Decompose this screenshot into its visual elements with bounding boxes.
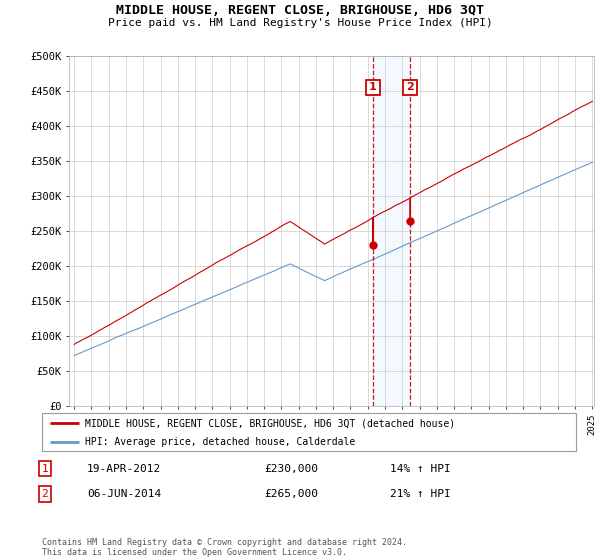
Text: MIDDLE HOUSE, REGENT CLOSE, BRIGHOUSE, HD6 3QT: MIDDLE HOUSE, REGENT CLOSE, BRIGHOUSE, H… bbox=[116, 4, 484, 17]
Text: 2: 2 bbox=[406, 82, 414, 92]
Text: Price paid vs. HM Land Registry's House Price Index (HPI): Price paid vs. HM Land Registry's House … bbox=[107, 18, 493, 28]
Text: 19-APR-2012: 19-APR-2012 bbox=[87, 464, 161, 474]
Text: 1: 1 bbox=[369, 82, 377, 92]
Text: HPI: Average price, detached house, Calderdale: HPI: Average price, detached house, Cald… bbox=[85, 437, 355, 447]
Text: £265,000: £265,000 bbox=[264, 489, 318, 499]
FancyBboxPatch shape bbox=[42, 413, 576, 451]
Text: Contains HM Land Registry data © Crown copyright and database right 2024.
This d: Contains HM Land Registry data © Crown c… bbox=[42, 538, 407, 557]
Text: £230,000: £230,000 bbox=[264, 464, 318, 474]
Text: MIDDLE HOUSE, REGENT CLOSE, BRIGHOUSE, HD6 3QT (detached house): MIDDLE HOUSE, REGENT CLOSE, BRIGHOUSE, H… bbox=[85, 418, 455, 428]
Text: 2: 2 bbox=[41, 489, 49, 499]
Bar bbox=[373, 56, 410, 406]
Text: 21% ↑ HPI: 21% ↑ HPI bbox=[390, 489, 451, 499]
Text: 06-JUN-2014: 06-JUN-2014 bbox=[87, 489, 161, 499]
Text: 1: 1 bbox=[41, 464, 49, 474]
Text: 14% ↑ HPI: 14% ↑ HPI bbox=[390, 464, 451, 474]
